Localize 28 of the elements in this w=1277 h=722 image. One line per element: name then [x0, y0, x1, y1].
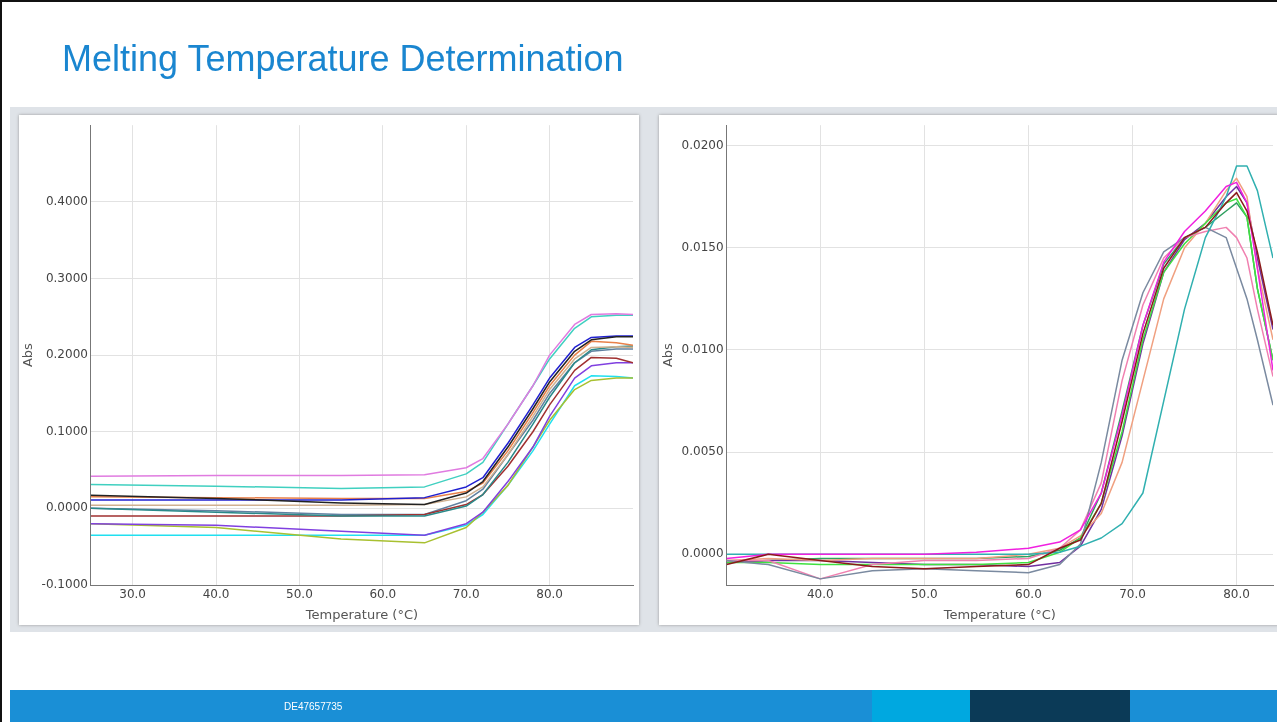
x-tick-label: 60.0 [1015, 587, 1042, 602]
x-axis-title: Temperature (°C) [942, 606, 1056, 622]
x-tick-label: 40.0 [806, 587, 834, 602]
x-tick-label: 70.0 [452, 587, 480, 602]
text: DE47657735 [284, 701, 343, 712]
y-tick-label: 0.0050 [681, 444, 724, 459]
y-tick-label: -0.1000 [41, 577, 88, 592]
x-tick-label: 30.0 [119, 587, 146, 602]
y-tick-label: 0.4000 [45, 193, 88, 208]
x-tick-label: 80.0 [1223, 587, 1250, 602]
y-axis-title: Abs [660, 342, 676, 368]
x-tick-label: 60.0 [369, 587, 397, 602]
x-tick-label: 80.0 [536, 587, 563, 602]
y-tick-label: 0.0200 [681, 137, 724, 152]
x-tick-label: 40.0 [202, 587, 230, 602]
y-axis-title: Abs [20, 342, 36, 368]
y-tick-label: 0.1000 [45, 423, 88, 438]
y-tick-label: 0.0150 [681, 239, 724, 254]
chart-title: Melting Temperature Determination [62, 38, 624, 80]
x-tick-label: 50.0 [286, 587, 313, 602]
x-tick-label: 70.0 [1119, 587, 1146, 602]
x-axis-title: Temperature (°C) [304, 606, 419, 622]
x-tick-label: 50.0 [910, 587, 938, 602]
y-tick-label: 0.0100 [681, 342, 724, 357]
y-tick-label: 0.2000 [45, 347, 88, 362]
y-tick-label: 0.0000 [45, 500, 88, 515]
y-tick-label: 0.3000 [45, 270, 88, 285]
y-tick-label: 0.0000 [681, 546, 724, 561]
